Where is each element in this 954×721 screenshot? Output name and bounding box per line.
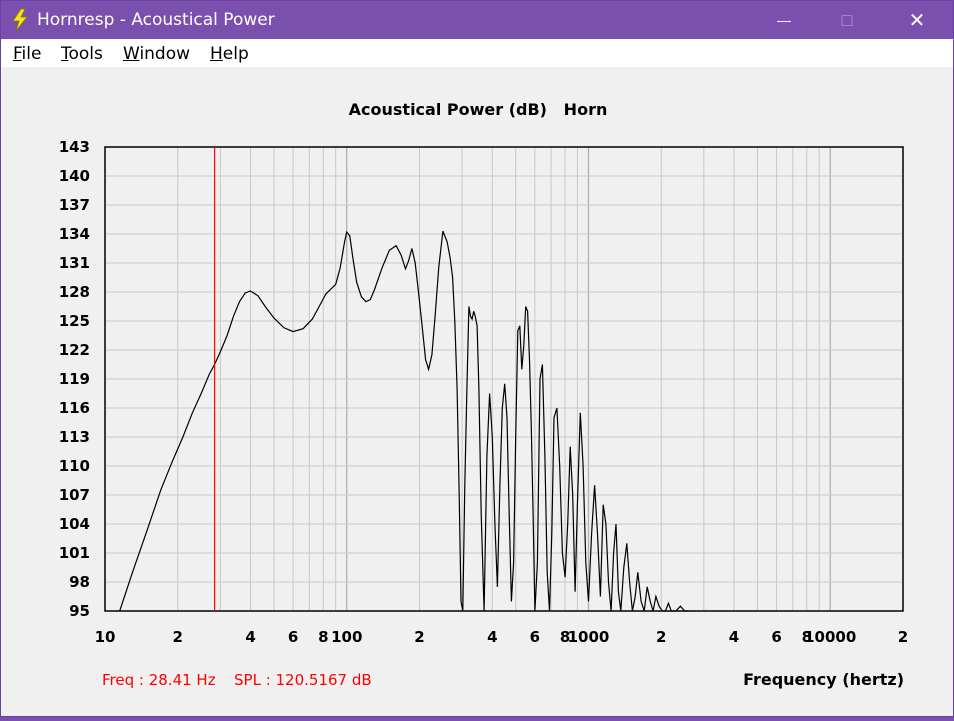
y-tick-label: 131 [59,254,90,272]
minimize-button[interactable]: — [761,1,807,39]
y-tick-label: 98 [69,573,90,591]
menu-window-mnemonic: W [123,44,140,64]
y-tick-label: 107 [59,486,90,504]
close-button[interactable]: ✕ [894,1,940,39]
menu-tools-label: ools [68,44,103,64]
menu-help-label: elp [222,44,249,64]
menu-bar: File Tools Window Help [1,39,953,67]
x-tick-label: 6 [771,628,781,646]
y-axis-ticks: 143 140 137 134 131 128 125 122 119 116 113 110 107 1… [59,138,90,620]
y-tick-label: 104 [59,515,90,533]
x-tick-label: 2 [656,628,666,646]
x-tick-label: 4 [245,628,255,646]
x-tick-label: 10000 [804,628,856,646]
x-tick-label: 4 [487,628,497,646]
x-axis-label: Frequency (hertz) [743,670,904,689]
menu-tools[interactable]: Tools [61,44,103,64]
x-tick-label: 6 [530,628,540,646]
y-tick-label: 134 [59,225,90,243]
x-tick-label: 2 [173,628,183,646]
y-tick-label: 128 [59,283,90,301]
menu-file[interactable]: File [13,44,41,64]
menu-file-label: ile [21,44,42,64]
menu-window-label: indow [139,44,191,64]
menu-tools-mnemonic: T [61,44,69,64]
menu-help-mnemonic: H [210,44,223,64]
x-tick-label: 4 [729,628,739,646]
x-tick-label: 1000 [568,628,610,646]
maximize-button[interactable]: □ [824,1,870,39]
y-tick-label: 140 [59,167,90,185]
x-tick-label: 2 [414,628,424,646]
minimize-icon: — [777,12,791,28]
x-tick-label: 8 [802,628,812,646]
y-tick-label: 113 [59,428,90,446]
x-tick-label: 8 [560,628,570,646]
menu-help[interactable]: Help [210,44,249,64]
menu-window[interactable]: Window [123,44,190,64]
status-spl: SPL : 120.5167 dB [234,671,372,689]
x-tick-label: 10 [95,628,116,646]
x-tick-label: 2 [898,628,908,646]
y-tick-label: 137 [59,196,90,214]
x-tick-label: 6 [288,628,298,646]
plot-frame [104,146,904,612]
y-tick-label: 119 [59,370,90,388]
y-tick-label: 116 [59,399,90,417]
chart-title: Acoustical Power (dB) Horn [349,100,608,119]
y-tick-label: 101 [59,544,90,562]
menu-file-mnemonic: F [13,44,22,64]
y-tick-label: 122 [59,341,90,359]
y-tick-label: 125 [59,312,90,330]
y-tick-label: 95 [69,602,90,620]
status-frequency: Freq : 28.41 Hz [102,671,216,689]
maximize-icon: □ [841,9,853,30]
acoustical-power-chart[interactable]: Acoustical Power (dB) Horn 1431401371341… [1,67,953,716]
power-response-curve [119,230,689,612]
window-title: Hornresp - Acoustical Power [37,10,275,30]
x-tick-label: 8 [318,628,328,646]
y-tick-label: 143 [59,138,90,156]
title-bar[interactable]: Hornresp - Acoustical Power — □ ✕ [1,1,953,39]
chart-area: Acoustical Power (dB) Horn 143 140 137 134 1… [1,67,953,716]
close-icon: ✕ [908,9,926,32]
y-tick-label: 110 [59,457,90,475]
grid-lines [105,146,903,612]
lightning-bolt-icon [12,8,28,32]
x-tick-label: 100 [331,628,362,646]
